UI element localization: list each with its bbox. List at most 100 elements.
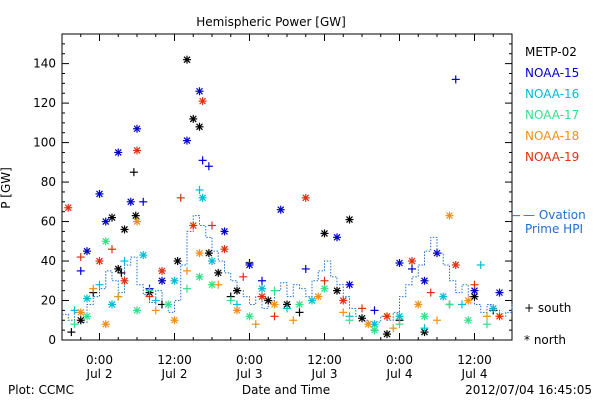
south-point [476,260,485,269]
north-point [108,213,116,222]
north-point [164,300,173,309]
marker-stroke [421,312,428,320]
marker-stroke [496,312,503,320]
south-point [470,280,479,289]
marker-stroke [183,137,191,145]
y-tick-label: 80 [41,175,56,189]
south-point [89,284,98,293]
north-point [114,148,123,157]
north-point [245,312,254,321]
marker-stroke [296,301,303,308]
marker-stroke [264,297,272,304]
north-point [233,306,241,315]
north-point [345,215,354,224]
north-point [158,276,166,285]
marker-legend: + south * north [524,301,571,347]
north-point [433,249,441,258]
south-point [76,266,85,275]
south-point [426,288,435,297]
marker-stroke [114,265,122,273]
marker-stroke [464,316,472,324]
marker-stroke [408,257,416,265]
north-point [370,326,379,335]
ovation-step-path [62,215,513,325]
north-point [364,320,373,329]
south-point [151,296,160,305]
y-tick-label: 100 [33,136,56,150]
south-point [120,257,129,266]
marker-stroke [171,316,178,324]
legend: METP-02 NOAA-15 NOAA-16 NOAA-17 NOAA-18 NOAA-… [523,45,586,236]
marker-stroke [196,87,203,95]
marker-stroke [271,301,278,308]
north-point [301,193,310,202]
south-point [204,162,213,171]
south-point [108,245,116,254]
marker-stroke [433,249,441,257]
north-point [220,245,229,254]
north-point [101,237,110,246]
north-point [95,257,104,266]
north-point [264,296,273,305]
x-axis-label: Date and Time [242,383,330,397]
marker-stroke [371,326,378,334]
marker-stroke [489,304,497,312]
south-point [289,316,298,325]
marker-stroke [77,308,85,316]
y-tick-label: 0 [48,333,56,347]
north-point [495,312,504,321]
south-point [214,280,223,289]
ovation-prime-hpi-line [62,215,520,325]
x-tick-label-date: Jul 4 [461,367,488,381]
south-point [458,300,466,309]
marker-stroke [102,218,110,225]
data-points [64,55,504,339]
north-point [333,233,341,242]
north-point [414,300,423,309]
marker-stroke [83,312,91,320]
north-point [439,292,448,301]
south-point [70,306,79,315]
north-point [131,211,140,220]
marker-stroke [133,218,141,225]
north-point [195,87,204,96]
marker-stroke [446,212,453,220]
plot-source: Plot: CCMC [8,383,74,397]
marker-stroke [339,297,347,304]
marker-stroke [132,212,140,220]
south-point [320,276,329,285]
north-point [320,229,329,238]
south-point [270,312,279,321]
x-tick-label-date: Jul 3 [311,367,338,381]
south-point [176,193,185,202]
south-point [370,306,379,315]
x-tick-label-date: Jul 3 [236,367,263,381]
north-point [276,205,285,214]
marker-stroke [133,306,141,314]
marker-stroke [96,257,103,265]
marker-stroke [346,281,353,289]
marker-stroke [233,287,241,295]
marker-stroke [96,190,103,198]
x-tick-label-time: 12:00 [157,353,192,367]
marker-stroke [302,194,310,202]
north-point [370,320,379,329]
plot-timestamp: 2012/07/04 16:45:05 [465,383,592,397]
north-point [489,304,498,313]
marker-stroke [102,237,110,245]
south-point [70,320,79,329]
north-point [345,280,354,289]
south-point [117,268,126,277]
marker-stroke [64,204,72,212]
marker-stroke [164,301,172,308]
north-point [133,306,141,315]
marker-stroke [414,301,422,308]
south-point [483,320,491,329]
north-point [408,257,416,266]
north-point [133,217,141,226]
marker-stroke [158,277,166,285]
north-point [133,124,141,133]
south-point [408,264,416,273]
marker-stroke [196,249,203,257]
marker-stroke [321,229,328,237]
